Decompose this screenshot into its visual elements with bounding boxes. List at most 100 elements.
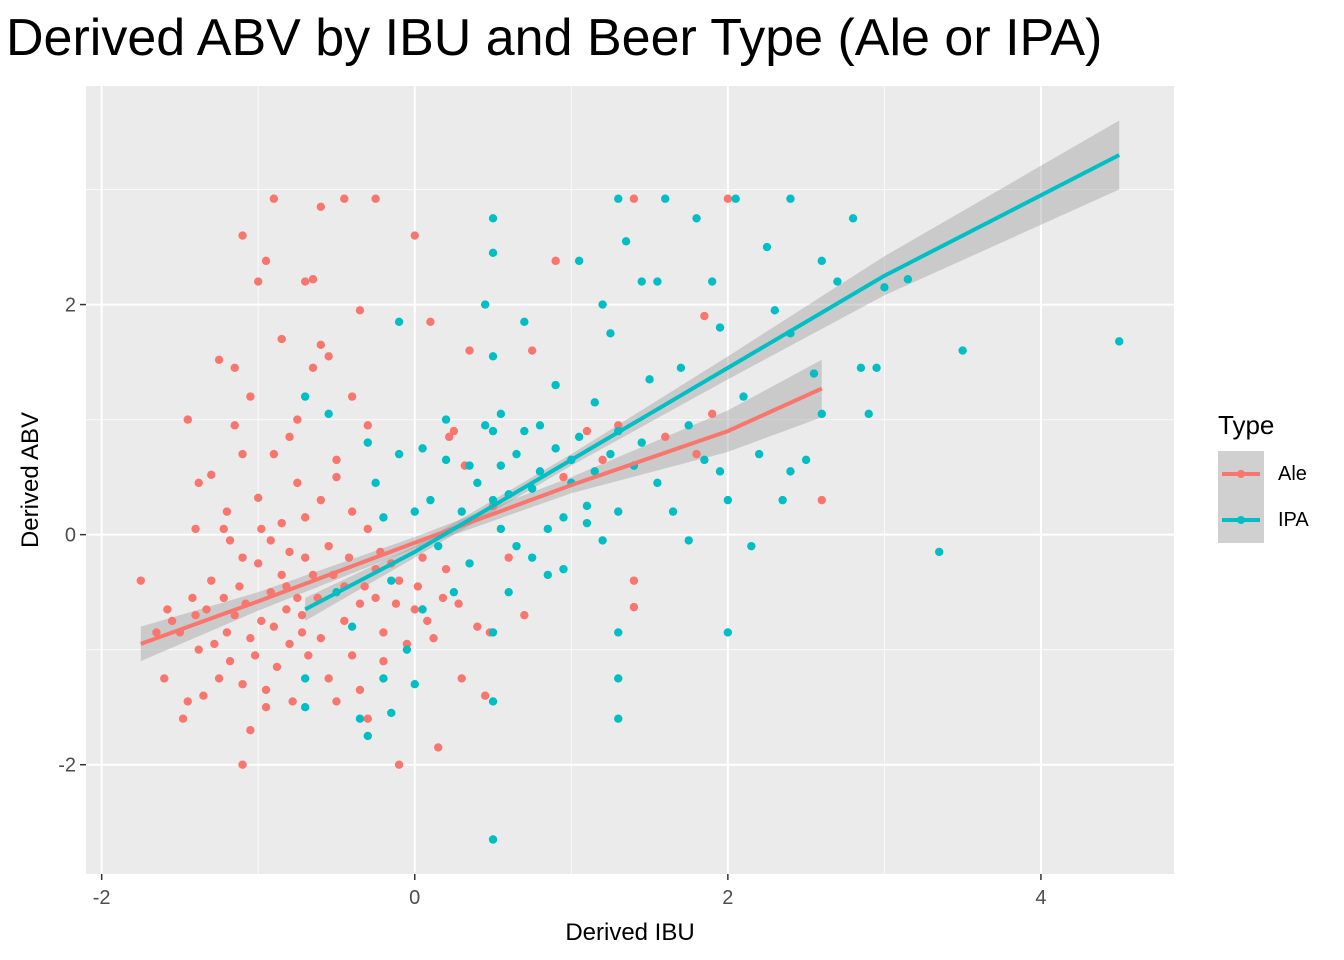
point-ipa xyxy=(614,628,623,637)
legend-dot-ale xyxy=(1237,470,1245,478)
point-ale xyxy=(225,536,235,545)
point-ipa xyxy=(355,714,365,723)
point-ipa xyxy=(441,415,451,424)
point-ale xyxy=(316,202,326,211)
point-ale xyxy=(438,593,448,603)
point-ale xyxy=(250,651,260,660)
point-ale xyxy=(282,605,291,614)
point-ale xyxy=(527,346,537,355)
point-ale xyxy=(817,495,826,505)
legend-label-ipa: IPA xyxy=(1278,508,1309,531)
point-ale xyxy=(238,679,247,689)
point-ale xyxy=(269,194,279,203)
point-ale xyxy=(614,421,623,430)
point-ale xyxy=(707,409,717,419)
point-ipa xyxy=(692,214,701,223)
point-ipa xyxy=(488,495,498,505)
point-ale xyxy=(167,616,177,626)
point-ale xyxy=(308,275,318,284)
point-ipa xyxy=(739,392,748,401)
point-ipa xyxy=(621,237,631,246)
point-ipa xyxy=(559,564,568,574)
point-ale xyxy=(285,639,294,649)
point-ale xyxy=(214,674,224,683)
point-ale xyxy=(344,553,354,562)
chart-title: Derived ABV by IBU and Beer Type (Ale or… xyxy=(6,9,1103,67)
legend-item-ale: Ale xyxy=(1218,451,1309,497)
point-ale xyxy=(235,582,244,591)
x-axis: -2 0 2 4 xyxy=(93,874,1046,909)
point-ipa xyxy=(614,714,623,723)
point-ale xyxy=(269,622,279,631)
point-ale xyxy=(363,714,372,723)
legend-dot-ipa xyxy=(1237,516,1245,524)
point-ale xyxy=(266,536,275,545)
point-ale xyxy=(371,593,380,603)
point-ale xyxy=(700,311,709,321)
point-ale xyxy=(308,570,318,580)
point-ale xyxy=(194,645,203,654)
point-ale xyxy=(465,346,474,355)
y-axis: -2 0 2 xyxy=(58,295,86,777)
point-ipa xyxy=(379,513,388,522)
point-ale xyxy=(413,582,423,591)
point-ipa xyxy=(582,518,592,528)
point-ipa xyxy=(551,380,560,390)
point-ipa xyxy=(574,256,584,266)
point-ipa xyxy=(817,409,826,419)
point-ipa xyxy=(723,495,733,505)
point-ipa xyxy=(551,444,560,453)
point-ale xyxy=(238,760,247,769)
point-ipa xyxy=(426,495,435,505)
point-ale xyxy=(261,702,271,712)
point-ipa xyxy=(637,438,646,447)
point-ipa xyxy=(770,306,780,315)
point-ale xyxy=(152,628,161,637)
minor-gridlines xyxy=(86,86,1174,874)
point-ale xyxy=(191,524,200,534)
point-ipa xyxy=(520,426,529,436)
point-ale xyxy=(391,599,401,608)
point-ipa xyxy=(747,541,756,551)
point-ale xyxy=(444,432,454,442)
point-ipa xyxy=(762,242,772,252)
point-ipa xyxy=(363,438,372,447)
point-ipa xyxy=(410,679,419,689)
point-ale xyxy=(355,685,365,695)
point-ale xyxy=(629,194,639,203)
point-ale xyxy=(394,576,404,585)
point-ale xyxy=(661,432,670,442)
point-ale xyxy=(629,602,639,612)
point-ipa xyxy=(402,645,412,654)
point-ale xyxy=(285,432,294,442)
point-ipa xyxy=(903,275,913,284)
legend-key-ale xyxy=(1218,451,1264,497)
point-ale xyxy=(379,656,388,666)
point-ipa xyxy=(778,495,787,505)
y-axis-label: Derived ABV xyxy=(17,412,44,548)
point-ale xyxy=(332,455,341,465)
point-ale xyxy=(410,231,419,240)
point-ipa xyxy=(786,194,795,203)
point-ale xyxy=(230,421,239,430)
point-ale xyxy=(429,633,438,643)
point-ipa xyxy=(363,731,372,741)
point-ipa xyxy=(473,478,482,488)
point-ale xyxy=(559,472,568,482)
point-ipa xyxy=(520,317,529,327)
point-ipa xyxy=(817,256,826,266)
point-ale xyxy=(183,415,192,424)
point-ale xyxy=(520,610,529,620)
legend: Type Ale IPA xyxy=(1218,410,1309,543)
point-ale xyxy=(238,231,247,240)
point-ale xyxy=(363,524,372,534)
y-tick-label: -2 xyxy=(58,755,76,777)
point-ipa xyxy=(480,300,490,309)
point-ale xyxy=(304,651,313,660)
point-ipa xyxy=(590,467,599,476)
point-ale xyxy=(423,616,432,626)
point-ale xyxy=(261,256,271,266)
point-ipa xyxy=(465,461,474,470)
point-ale xyxy=(340,194,349,203)
point-ale xyxy=(214,355,224,364)
